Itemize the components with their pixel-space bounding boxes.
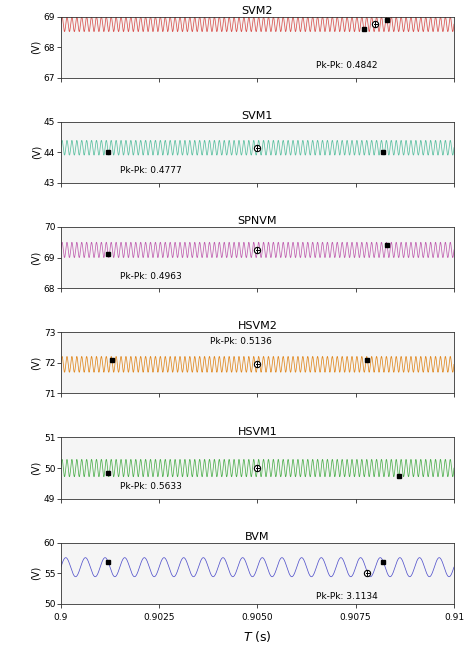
X-axis label: $T$ (s): $T$ (s) [243,629,272,644]
Y-axis label: (V): (V) [31,566,41,580]
Y-axis label: (V): (V) [31,40,41,54]
Title: SPNVM: SPNVM [238,216,277,226]
Text: Pk-Pk: 3.1134: Pk-Pk: 3.1134 [316,592,378,601]
Y-axis label: (V): (V) [31,356,41,370]
Title: BVM: BVM [245,532,270,542]
Title: HSVM2: HSVM2 [237,321,278,331]
Text: Pk-Pk: 0.4842: Pk-Pk: 0.4842 [316,61,378,70]
Title: HSVM1: HSVM1 [238,427,277,437]
Y-axis label: (V): (V) [31,250,41,265]
Y-axis label: (V): (V) [31,145,41,160]
Title: SVM2: SVM2 [241,6,273,16]
Text: Pk-Pk: 0.5136: Pk-Pk: 0.5136 [210,337,272,346]
Text: Pk-Pk: 0.5633: Pk-Pk: 0.5633 [120,482,182,491]
Title: SVM1: SVM1 [241,111,273,121]
Y-axis label: (V): (V) [31,461,41,475]
Text: Pk-Pk: 0.4777: Pk-Pk: 0.4777 [120,166,182,176]
Text: Pk-Pk: 0.4963: Pk-Pk: 0.4963 [120,271,182,280]
